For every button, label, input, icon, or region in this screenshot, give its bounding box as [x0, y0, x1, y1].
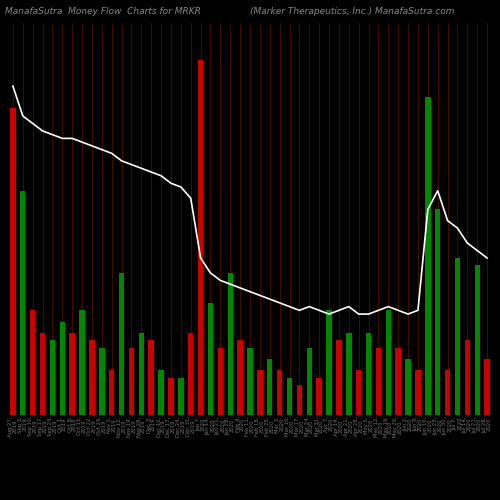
- Bar: [50, 340, 55, 415]
- Bar: [178, 378, 184, 415]
- Bar: [228, 273, 233, 415]
- Bar: [386, 310, 391, 415]
- Bar: [376, 348, 381, 415]
- Bar: [80, 310, 85, 415]
- Bar: [89, 340, 94, 415]
- Bar: [316, 378, 322, 415]
- Bar: [218, 348, 223, 415]
- Text: (Marker Therapeutics, Inc.) ManafaSutra.com: (Marker Therapeutics, Inc.) ManafaSutra.…: [250, 8, 454, 16]
- Bar: [326, 310, 332, 415]
- Bar: [158, 370, 164, 415]
- Bar: [474, 266, 480, 415]
- Bar: [415, 370, 420, 415]
- Bar: [198, 60, 203, 415]
- Bar: [396, 348, 401, 415]
- Bar: [148, 340, 154, 415]
- Bar: [425, 98, 430, 415]
- Bar: [109, 370, 114, 415]
- Bar: [277, 370, 282, 415]
- Bar: [30, 310, 36, 415]
- Bar: [128, 348, 134, 415]
- Bar: [346, 333, 352, 415]
- Bar: [248, 348, 252, 415]
- Bar: [119, 273, 124, 415]
- Bar: [188, 333, 194, 415]
- Bar: [296, 385, 302, 415]
- Bar: [99, 348, 104, 415]
- Bar: [168, 378, 173, 415]
- Bar: [40, 333, 46, 415]
- Bar: [336, 340, 342, 415]
- Bar: [238, 340, 243, 415]
- Bar: [257, 370, 262, 415]
- Bar: [484, 359, 490, 415]
- Bar: [366, 333, 372, 415]
- Bar: [267, 359, 272, 415]
- Bar: [70, 333, 75, 415]
- Bar: [287, 378, 292, 415]
- Bar: [208, 303, 213, 415]
- Bar: [454, 258, 460, 415]
- Bar: [10, 108, 16, 415]
- Bar: [20, 190, 26, 415]
- Bar: [60, 322, 65, 415]
- Bar: [445, 370, 450, 415]
- Bar: [464, 340, 470, 415]
- Bar: [306, 348, 312, 415]
- Bar: [138, 333, 144, 415]
- Bar: [406, 359, 411, 415]
- Bar: [435, 210, 440, 415]
- Text: ManafaSutra  Money Flow  Charts for MRKR: ManafaSutra Money Flow Charts for MRKR: [5, 8, 201, 16]
- Bar: [356, 370, 362, 415]
